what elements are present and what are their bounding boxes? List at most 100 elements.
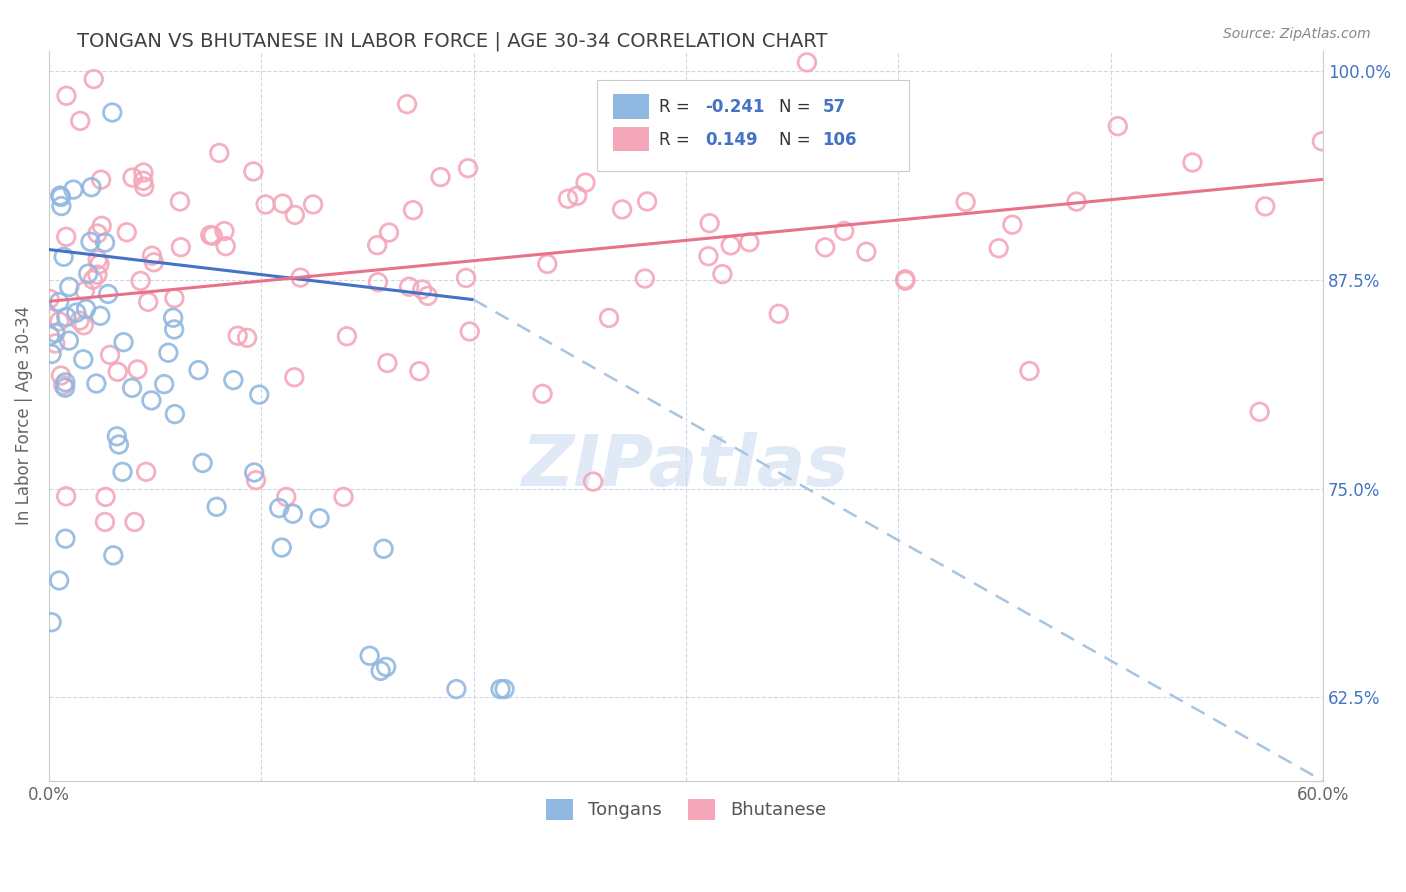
Point xyxy=(121,381,143,395)
Point xyxy=(226,328,249,343)
Y-axis label: In Labor Force | Age 30-34: In Labor Force | Age 30-34 xyxy=(15,306,32,525)
Point xyxy=(49,188,72,202)
Point xyxy=(132,165,155,179)
Point xyxy=(77,267,100,281)
Point xyxy=(416,289,439,303)
Point xyxy=(270,541,292,555)
Point xyxy=(1181,155,1204,169)
Point xyxy=(134,179,156,194)
Point xyxy=(1249,405,1271,419)
Point xyxy=(336,329,359,343)
Point xyxy=(65,306,87,320)
Point xyxy=(366,238,388,252)
Point xyxy=(53,381,76,395)
Point xyxy=(121,170,143,185)
Point xyxy=(711,267,734,281)
Point xyxy=(187,363,209,377)
Point xyxy=(135,465,157,479)
Point xyxy=(97,287,120,301)
Text: 106: 106 xyxy=(823,131,856,149)
Text: 0.149: 0.149 xyxy=(706,131,758,149)
Point xyxy=(205,500,228,514)
Point xyxy=(359,648,381,663)
Point xyxy=(582,475,605,489)
Point xyxy=(41,615,63,630)
Point xyxy=(55,489,77,503)
Point xyxy=(290,270,312,285)
Point xyxy=(738,235,761,250)
Point xyxy=(58,334,80,348)
Point xyxy=(1310,134,1333,148)
Point xyxy=(142,255,165,269)
Point xyxy=(49,368,72,383)
Point xyxy=(90,219,112,233)
Point xyxy=(38,292,60,306)
Point xyxy=(489,682,512,697)
Point xyxy=(398,279,420,293)
Point xyxy=(82,273,104,287)
Point xyxy=(55,376,77,390)
Point xyxy=(55,310,77,324)
Point xyxy=(58,280,80,294)
Point xyxy=(86,268,108,282)
Point xyxy=(302,197,325,211)
Point xyxy=(1066,194,1088,209)
Point xyxy=(557,192,579,206)
Point xyxy=(157,345,180,359)
Point xyxy=(163,291,186,305)
Point xyxy=(86,227,108,241)
Point xyxy=(48,295,70,310)
FancyBboxPatch shape xyxy=(598,80,910,171)
Text: R =: R = xyxy=(659,131,696,149)
Point xyxy=(454,271,477,285)
Point xyxy=(574,176,596,190)
Point xyxy=(894,274,917,288)
Legend: Tongans, Bhutanese: Tongans, Bhutanese xyxy=(538,791,834,827)
Point xyxy=(832,224,855,238)
Point xyxy=(214,224,236,238)
Point xyxy=(567,189,589,203)
Point xyxy=(247,387,270,401)
Point xyxy=(610,202,633,217)
Point xyxy=(90,172,112,186)
Point xyxy=(377,356,399,370)
Point xyxy=(720,238,742,252)
Point xyxy=(69,313,91,327)
Point xyxy=(269,501,291,516)
Text: R =: R = xyxy=(659,98,696,116)
Point xyxy=(112,335,135,350)
Point xyxy=(105,429,128,443)
Point xyxy=(52,378,75,392)
Bar xyxy=(613,128,650,152)
Point xyxy=(308,511,330,525)
Point xyxy=(55,88,77,103)
Point xyxy=(73,318,96,333)
Point xyxy=(396,97,419,112)
Point xyxy=(375,660,398,674)
Point xyxy=(1018,364,1040,378)
Point xyxy=(429,170,451,185)
Text: N =: N = xyxy=(779,98,815,116)
Point xyxy=(402,203,425,218)
Point xyxy=(598,310,620,325)
Point xyxy=(41,347,63,361)
Text: Source: ZipAtlas.com: Source: ZipAtlas.com xyxy=(1223,27,1371,41)
Point xyxy=(245,473,267,487)
Point xyxy=(987,241,1010,255)
Point xyxy=(814,240,837,254)
Text: -0.241: -0.241 xyxy=(706,98,765,116)
Point xyxy=(370,664,392,678)
Point xyxy=(141,393,163,408)
Point xyxy=(72,352,94,367)
Point xyxy=(531,387,554,401)
Point xyxy=(1107,119,1129,133)
Point xyxy=(79,235,101,249)
Point xyxy=(48,314,70,328)
Point xyxy=(636,194,658,209)
Point xyxy=(49,190,72,204)
Point xyxy=(1001,218,1024,232)
Point xyxy=(243,466,266,480)
Point xyxy=(89,309,111,323)
Point xyxy=(697,249,720,263)
Point xyxy=(55,229,77,244)
